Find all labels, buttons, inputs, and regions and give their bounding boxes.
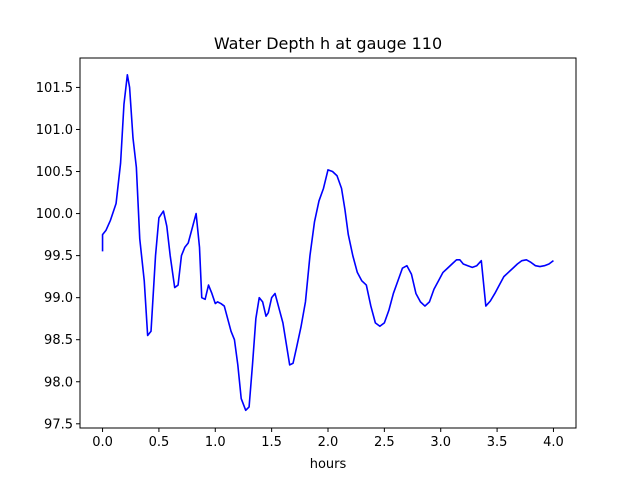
x-tick-label: 2.0 — [318, 435, 339, 450]
x-tick-label: 3.5 — [487, 435, 508, 450]
y-tick-label: 101.0 — [36, 123, 73, 138]
series-line-0 — [101, 74, 554, 412]
x-tick-label: 0.5 — [149, 435, 170, 450]
y-tick-label: 98.0 — [44, 375, 73, 390]
y-tick-label: 99.0 — [44, 291, 73, 306]
chart-title: Water Depth h at gauge 110 — [214, 34, 442, 53]
y-tick-label: 101.5 — [36, 81, 73, 96]
x-axis-label: hours — [310, 457, 347, 472]
y-tick-label: 100.0 — [36, 207, 73, 222]
y-tick-label: 98.5 — [44, 333, 73, 348]
y-tick-label: 97.5 — [44, 417, 73, 432]
x-tick-label: 1.5 — [261, 435, 282, 450]
y-tick-label: 99.5 — [44, 249, 73, 264]
x-tick-label: 4.0 — [543, 435, 564, 450]
x-tick-label: 0.0 — [92, 435, 113, 450]
x-tick-label: 3.0 — [430, 435, 451, 450]
x-tick-label: 1.0 — [205, 435, 226, 450]
plot-area: 0.0 0.5 1.0 1.5 2.0 2.5 3.0 3.5 4.0 97.5 98.0 98.5 9… — [36, 57, 577, 450]
y-tick-label: 100.5 — [36, 165, 73, 180]
x-tick-label: 2.5 — [374, 435, 395, 450]
